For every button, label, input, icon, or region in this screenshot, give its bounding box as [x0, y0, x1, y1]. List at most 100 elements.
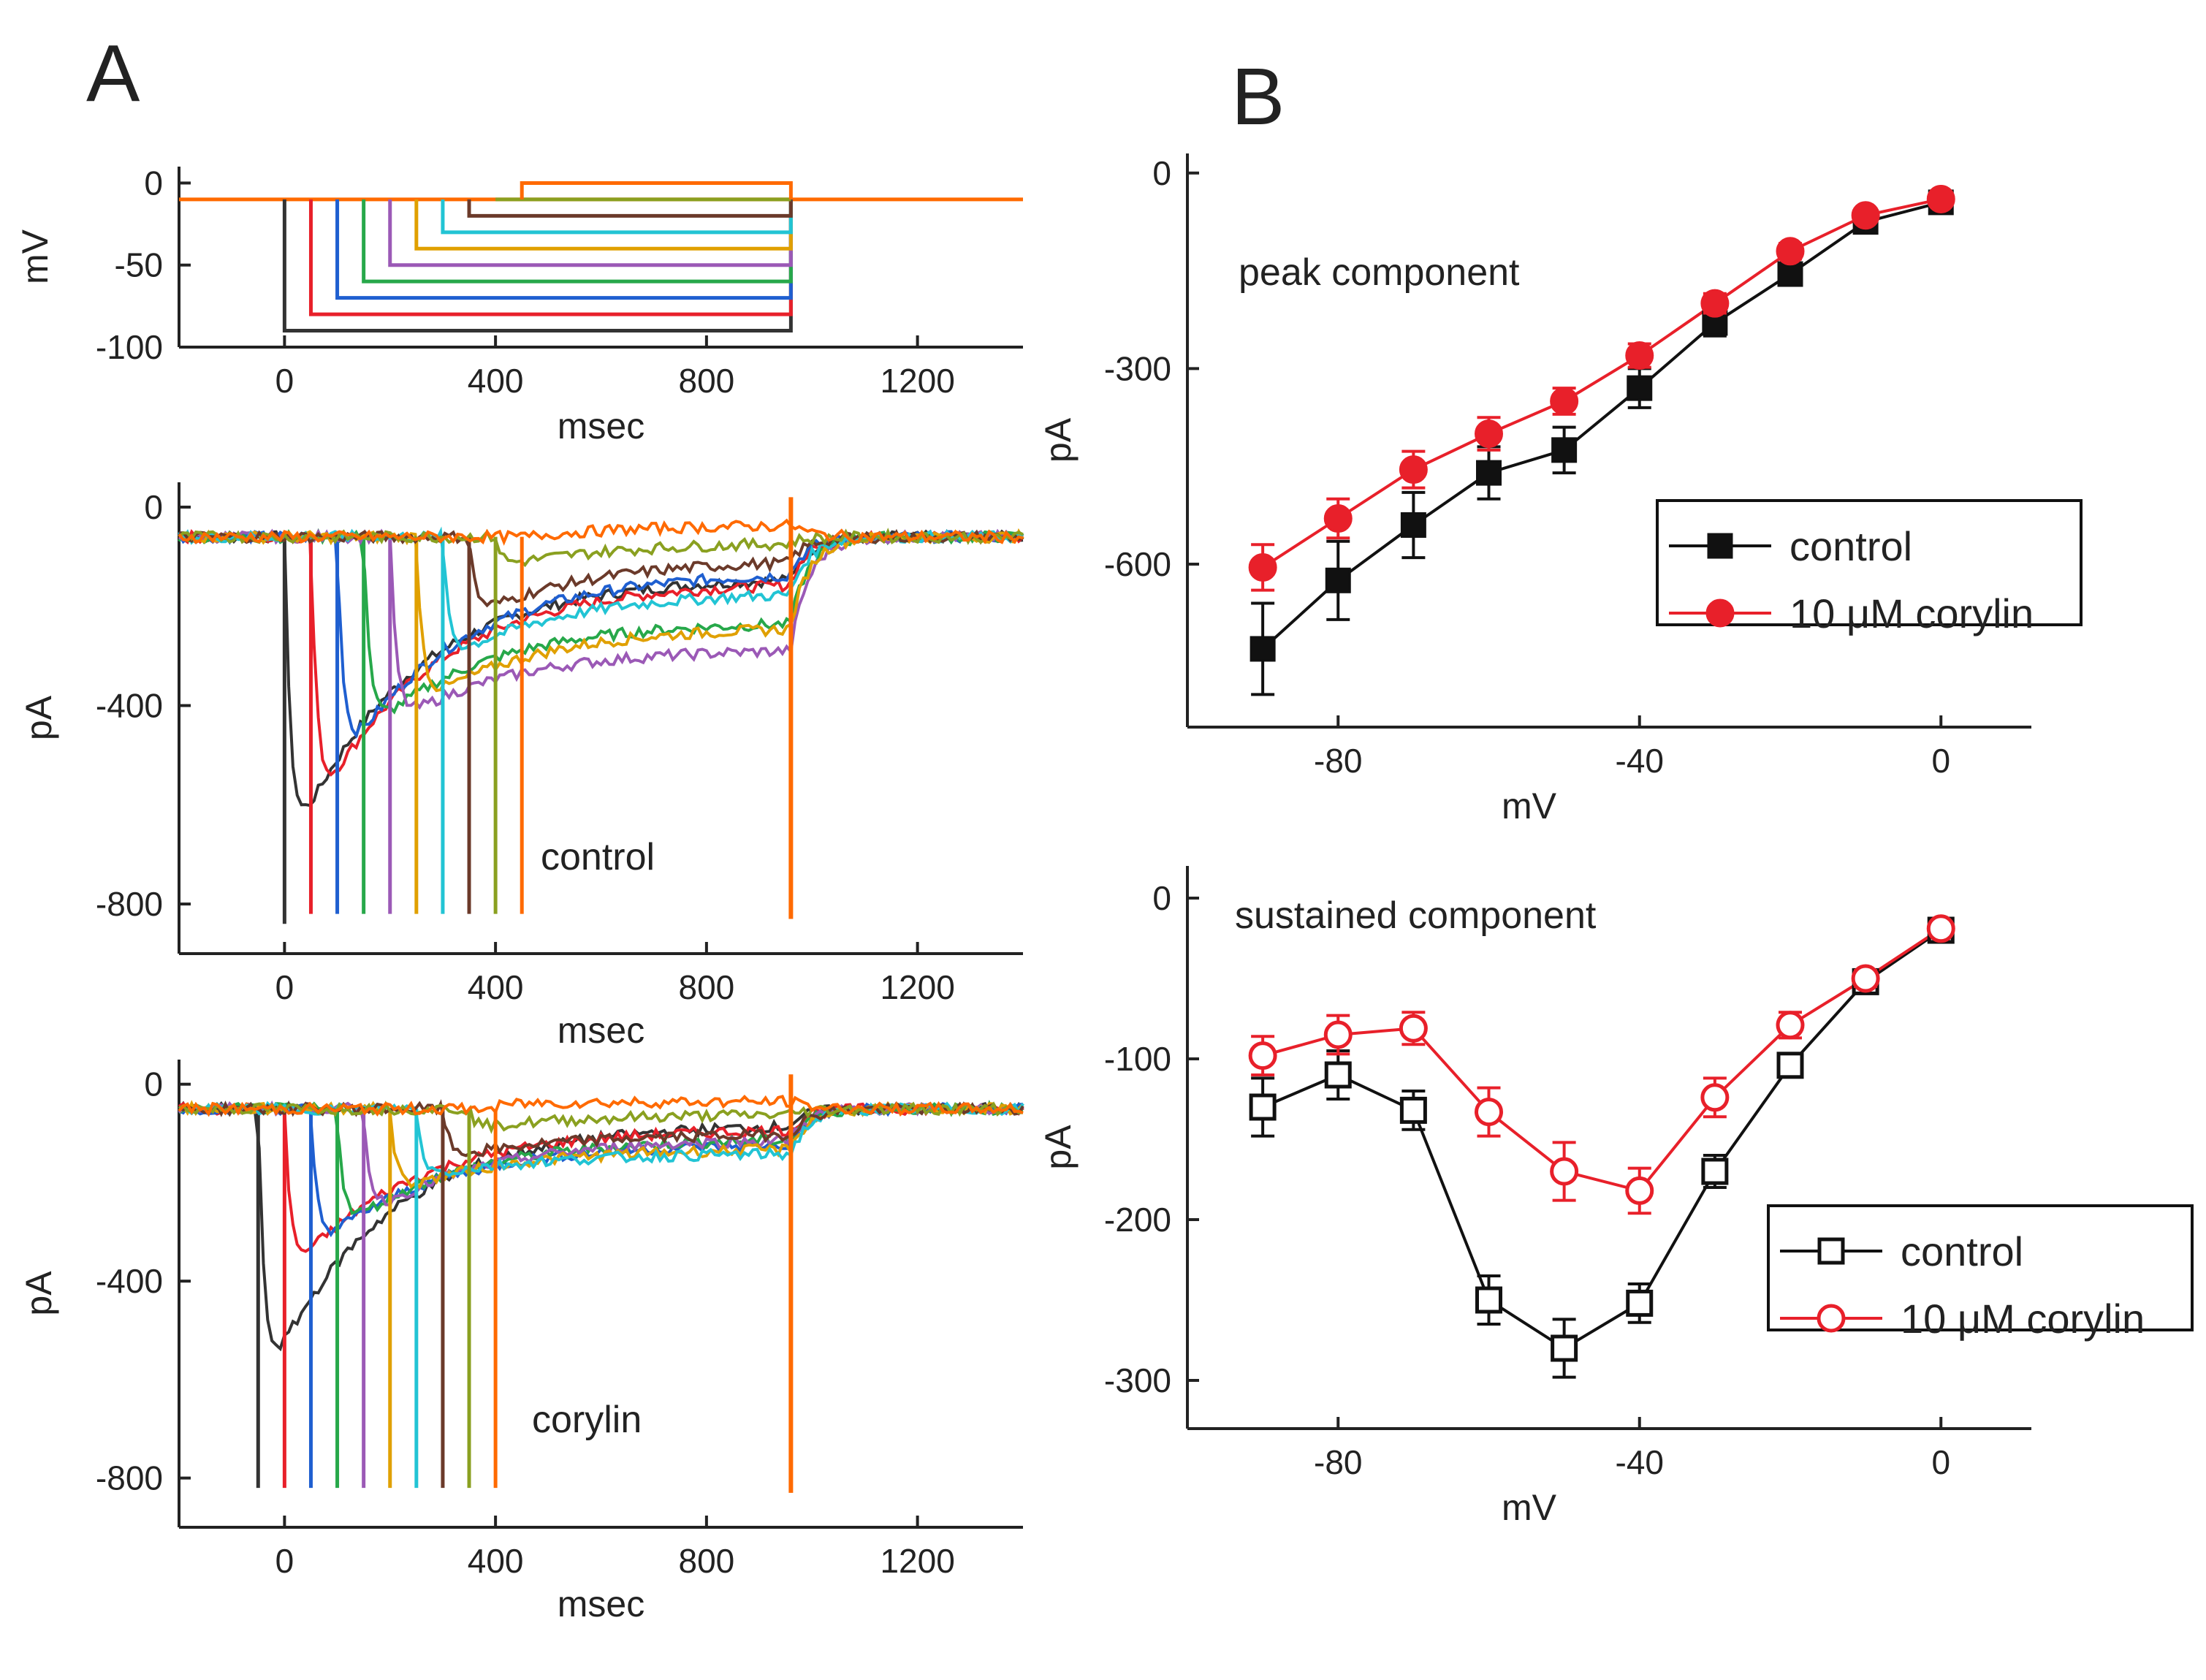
data-point [1700, 1083, 1730, 1112]
current-trace [178, 528, 1024, 568]
data-point [1475, 1098, 1503, 1127]
x-tick-label: 400 [468, 968, 524, 1006]
data-point [1475, 419, 1503, 449]
current-trace [178, 1101, 1024, 1253]
data-point [1550, 1157, 1579, 1186]
y-tick-label: -800 [96, 885, 163, 923]
legend-marker [1817, 1237, 1845, 1265]
voltage-step-trace [362, 199, 793, 284]
legend-marker [1705, 598, 1735, 628]
condition-label: corylin [532, 1399, 642, 1441]
x-tick-label: 800 [679, 968, 735, 1006]
data-point [1323, 1020, 1353, 1049]
data-point [1776, 237, 1805, 266]
x-tick-label: 0 [1931, 742, 1950, 780]
x-tick-label: 1200 [880, 968, 954, 1006]
y-tick-label: 0 [1152, 879, 1171, 917]
current-trace [178, 529, 1024, 777]
data-point [1700, 289, 1730, 318]
x-tick-label: -80 [1314, 1443, 1362, 1481]
current-trace [178, 528, 1024, 715]
legend-label: control [1901, 1228, 2023, 1274]
panel-label-b: B [1231, 52, 1285, 142]
current-trace [178, 1095, 1024, 1117]
legend-marker [1707, 533, 1733, 559]
x-axis-title: mV [1502, 786, 1557, 826]
y-axis-title: pA [1038, 417, 1079, 463]
panel-label-a: A [86, 28, 140, 118]
data-point [1926, 184, 1955, 213]
component-label: sustained component [1235, 894, 1597, 937]
data-point [1475, 1286, 1502, 1314]
y-tick-label: -50 [115, 246, 163, 284]
x-tick-label: 400 [468, 1542, 524, 1580]
data-point [1399, 455, 1428, 484]
data-point [1701, 1158, 1729, 1185]
data-point [1399, 1096, 1427, 1124]
data-point [1625, 1176, 1654, 1205]
y-axis-title: pA [18, 695, 59, 740]
y-axis-title: pA [1038, 1125, 1079, 1170]
data-point [1400, 512, 1426, 538]
x-tick-label: 0 [1931, 1443, 1950, 1481]
data-point [1851, 201, 1880, 230]
current-trace [178, 1102, 1024, 1238]
x-tick-label: -40 [1616, 1443, 1664, 1481]
series-line [1262, 929, 1942, 1350]
current-trace [178, 1101, 1024, 1177]
y-tick-label: 0 [144, 164, 163, 202]
y-axis-title: pA [18, 1271, 59, 1316]
data-point [1550, 387, 1579, 416]
legend-label: 10 μM corylin [1901, 1296, 2145, 1342]
x-axis-title: msec [558, 1584, 644, 1624]
series-line [1262, 197, 1941, 569]
y-tick-label: -300 [1104, 1361, 1171, 1399]
legend-label: 10 μM corylin [1789, 590, 2034, 636]
legend-marker [1817, 1304, 1846, 1333]
y-tick-label: 0 [144, 488, 163, 526]
data-point [1249, 1093, 1277, 1121]
current-trace [178, 528, 1024, 807]
y-tick-label: -100 [96, 328, 163, 366]
x-axis-title: mV [1502, 1487, 1557, 1528]
series-line [1262, 927, 1942, 1193]
x-tick-label: 400 [468, 362, 524, 400]
condition-label: control [541, 836, 655, 878]
data-point [1324, 1061, 1352, 1089]
data-point [1776, 1052, 1804, 1079]
x-tick-label: 0 [275, 362, 294, 400]
voltage-step-trace [467, 199, 793, 218]
y-tick-label: 0 [1152, 154, 1171, 192]
legend-label: control [1789, 523, 1912, 569]
y-tick-label: -400 [96, 687, 163, 725]
x-tick-label: 1200 [880, 1542, 954, 1580]
data-point [1851, 964, 1880, 993]
y-tick-label: 0 [144, 1065, 163, 1103]
y-tick-label: -800 [96, 1459, 163, 1497]
data-point [1323, 504, 1353, 533]
data-point [1476, 460, 1502, 486]
current-trace [178, 1101, 1024, 1352]
data-point [1776, 1011, 1805, 1040]
charts-layer: 0 400 800 1200 0 -50 -100 msec mV 0 400 800 1200 0 -40… [15, 153, 2194, 1624]
x-axis-title: msec [558, 406, 644, 446]
voltage-step-trace [520, 180, 793, 199]
data-point [1625, 341, 1654, 370]
component-label: peak component [1239, 251, 1520, 294]
current-trace [178, 528, 1024, 710]
data-point [1627, 375, 1653, 401]
x-tick-label: -80 [1314, 742, 1362, 780]
x-tick-label: 1200 [880, 362, 954, 400]
x-tick-label: 0 [275, 968, 294, 1006]
data-point [1777, 261, 1803, 287]
voltage-step-trace [414, 199, 793, 251]
y-axis-title: mV [15, 229, 56, 284]
data-point [1551, 1334, 1578, 1362]
data-point [1325, 567, 1351, 593]
data-point [1551, 437, 1578, 463]
data-point [1250, 636, 1276, 662]
data-point [1248, 552, 1277, 582]
series-line [1261, 200, 1941, 650]
x-tick-label: 0 [275, 1542, 294, 1580]
x-tick-label: -40 [1616, 742, 1664, 780]
